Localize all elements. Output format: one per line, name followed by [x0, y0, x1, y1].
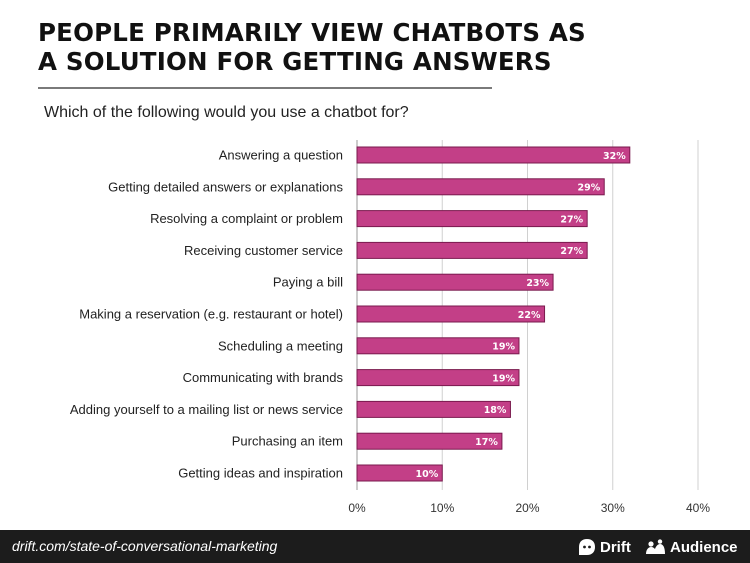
category-label: Making a reservation (e.g. restaurant or…	[79, 307, 343, 322]
category-label: Adding yourself to a mailing list or new…	[70, 402, 343, 417]
chart-title: PEOPLE PRIMARILY VIEW CHATBOTS AS A SOLU…	[38, 18, 586, 76]
footer-bar: drift.com/state-of-conversational-market…	[0, 530, 750, 563]
category-label: Getting ideas and inspiration	[178, 466, 343, 481]
bar-chart: 0% 10% 20% 30% 40% Answering a question 32% Get…	[70, 140, 710, 515]
data-label: 27%	[560, 246, 583, 257]
title-divider	[38, 87, 492, 89]
bar	[356, 400, 511, 418]
data-label: 10%	[416, 469, 439, 480]
bar	[356, 210, 588, 228]
footer-url[interactable]: drift.com/state-of-conversational-market…	[12, 538, 278, 554]
drift-brand-label: Drift	[600, 538, 631, 556]
bar	[356, 241, 588, 259]
x-tick-label: 20%	[515, 501, 539, 515]
data-label: 29%	[577, 183, 600, 194]
audience-brand: Audience	[644, 536, 738, 558]
drift-logo-icon	[578, 538, 596, 556]
bar	[356, 337, 520, 355]
bar	[356, 305, 546, 323]
x-tick-label: 0%	[348, 501, 366, 515]
bar	[356, 273, 554, 291]
data-label: 23%	[526, 278, 549, 289]
data-label: 18%	[484, 405, 507, 416]
data-label: 32%	[603, 151, 626, 162]
data-label: 19%	[492, 373, 515, 384]
bar	[356, 432, 503, 450]
category-label: Resolving a complaint or problem	[150, 211, 343, 226]
x-tick-label: 10%	[430, 501, 454, 515]
category-label: Scheduling a meeting	[218, 338, 343, 353]
bar	[356, 146, 631, 164]
x-tick-label: 40%	[686, 501, 710, 515]
bar	[356, 464, 443, 482]
data-label: 22%	[518, 310, 541, 321]
category-label: Getting detailed answers or explanations	[108, 179, 343, 194]
category-label: Receiving customer service	[184, 243, 343, 258]
data-label: 17%	[475, 437, 498, 448]
category-label: Communicating with brands	[183, 370, 344, 385]
x-tick-label: 30%	[601, 501, 625, 515]
chart-subtitle: Which of the following would you use a c…	[44, 104, 409, 121]
audience-brand-label: Audience	[670, 538, 738, 556]
drift-brand: Drift	[578, 536, 631, 558]
bar	[356, 369, 520, 387]
data-label: 19%	[492, 342, 515, 353]
category-label: Purchasing an item	[232, 434, 343, 449]
category-label: Paying a bill	[273, 275, 343, 290]
bar	[356, 178, 605, 196]
audience-logo-icon	[644, 539, 666, 555]
data-label: 27%	[560, 214, 583, 225]
category-label: Answering a question	[219, 148, 343, 163]
